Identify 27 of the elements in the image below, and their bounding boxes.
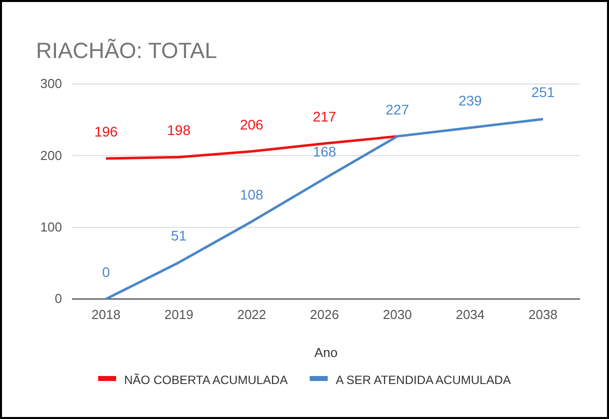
data-label: 206 (240, 116, 264, 132)
y-tick-label: 0 (54, 291, 62, 306)
x-tick-label: 2018 (92, 307, 120, 322)
x-tick-label: 2038 (528, 307, 558, 322)
x-tick-label: 2019 (164, 307, 194, 322)
data-label: 227 (386, 101, 410, 118)
data-label: 108 (240, 186, 264, 203)
x-tick-label: 2034 (456, 307, 485, 322)
data-label: 0 (102, 264, 110, 280)
x-axis-title: Ano (314, 345, 338, 360)
legend-label: A SER ATENDIDA ACUMULADA (336, 373, 511, 387)
y-tick-label: 300 (40, 76, 62, 92)
data-label: 251 (531, 84, 555, 100)
x-tick-label: 2022 (237, 307, 266, 322)
legend-label: NÃO COBERTA ACUMULADA (124, 373, 288, 387)
data-label: 168 (312, 144, 336, 160)
data-label: 217 (312, 108, 336, 124)
data-label: 51 (171, 227, 187, 244)
x-tick-label: 2030 (382, 307, 412, 322)
x-tick-label: 2026 (310, 307, 339, 322)
data-label: 198 (167, 122, 191, 138)
y-tick-label: 100 (40, 219, 62, 234)
chart-title: RIACHÃO: TOTAL (36, 38, 217, 63)
y-tick-label: 200 (40, 148, 62, 163)
data-label: 196 (94, 124, 118, 140)
line-series (104, 135, 399, 160)
data-label: 239 (458, 92, 482, 109)
